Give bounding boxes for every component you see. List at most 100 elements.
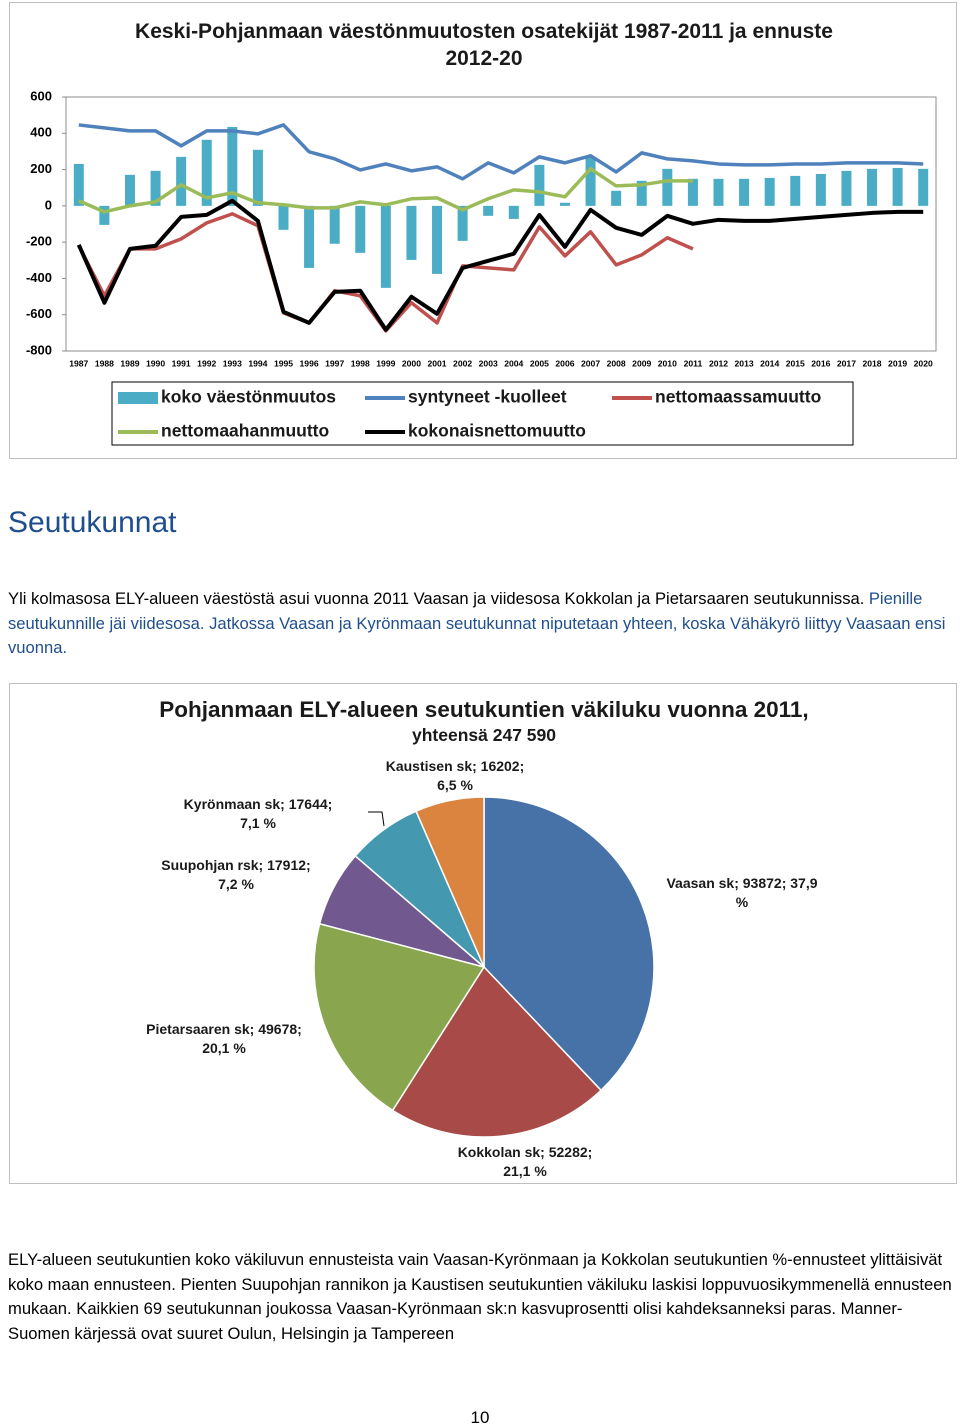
x-tick-label: 2014 bbox=[760, 358, 779, 368]
page-number: 10 bbox=[470, 1408, 490, 1427]
x-tick-label: 1993 bbox=[223, 358, 242, 368]
data-label: Kokkolan sk; 52282; 21,1 % bbox=[457, 1144, 593, 1179]
x-tick-label: 2017 bbox=[837, 358, 856, 368]
x-tick-label: 2006 bbox=[555, 358, 574, 368]
line bbox=[78, 167, 693, 214]
chart-title: Keski-Pohjanmaan väestönmuutosten osatek… bbox=[135, 20, 833, 70]
bar bbox=[432, 205, 443, 274]
chart-frame bbox=[9, 683, 957, 1184]
bar bbox=[150, 170, 161, 206]
bar bbox=[176, 156, 187, 206]
x-tick-label: 1992 bbox=[197, 358, 216, 368]
bar bbox=[764, 177, 775, 206]
y-tick-label: -600 bbox=[26, 306, 52, 321]
x-tick-label: 2002 bbox=[453, 358, 472, 368]
chart-frame bbox=[9, 2, 957, 459]
bar bbox=[559, 202, 570, 206]
bar bbox=[687, 178, 698, 206]
pie-slice bbox=[415, 796, 485, 968]
x-tick-label: 1991 bbox=[172, 358, 191, 368]
x-tick-label: 1989 bbox=[120, 358, 139, 368]
x-tick-label: 1999 bbox=[376, 358, 395, 368]
x-tick-label: 2001 bbox=[427, 358, 446, 368]
bar bbox=[252, 149, 263, 206]
line bbox=[76, 198, 924, 332]
x-tick-label: 2020 bbox=[914, 358, 933, 368]
x-tick-label: 1997 bbox=[325, 358, 344, 368]
legend-label: kokonaisnettomuutto bbox=[408, 421, 586, 441]
data-label: Kaustisen sk; 16202; 6,5 % bbox=[385, 758, 525, 793]
legend-label: syntyneet -kuolleet bbox=[408, 387, 567, 407]
bar bbox=[867, 168, 878, 206]
y-tick-label: 600 bbox=[30, 88, 52, 103]
x-tick-label: 1988 bbox=[95, 358, 114, 368]
text: Yli kolmasosa ELY-alueen väestöstä asui … bbox=[8, 589, 865, 608]
bar bbox=[355, 205, 366, 253]
paragraph: Yli kolmasosa ELY-alueen väestöstä asui … bbox=[8, 587, 953, 661]
x-tick-label: 2018 bbox=[862, 358, 881, 368]
data-label: Vaasan sk; 93872; 37,9 % bbox=[666, 875, 818, 910]
legend-swatch bbox=[118, 392, 158, 404]
pie-slice bbox=[483, 796, 655, 1092]
plot-area bbox=[65, 96, 937, 352]
data-label: Pietarsaaren sk; 49678; 20,1 % bbox=[146, 1021, 302, 1056]
x-tick-label: 2015 bbox=[786, 358, 805, 368]
bar bbox=[662, 168, 673, 206]
bar bbox=[713, 178, 724, 206]
bar bbox=[227, 126, 238, 206]
pie-slice bbox=[391, 965, 603, 1138]
x-tick-label: 2010 bbox=[658, 358, 677, 368]
bar bbox=[457, 205, 468, 241]
bar bbox=[841, 170, 852, 206]
paragraph: ELY-alueen seutukuntien koko väkiluvun e… bbox=[8, 1248, 953, 1346]
legend-label: koko väestönmuutos bbox=[161, 387, 336, 407]
x-tick-label: 2007 bbox=[581, 358, 600, 368]
legend-box bbox=[111, 381, 854, 446]
bar bbox=[483, 205, 494, 216]
bar bbox=[790, 175, 801, 206]
y-tick-label: 0 bbox=[45, 197, 52, 212]
chart-title: Pohjanmaan ELY-alueen seutukuntien väkil… bbox=[159, 697, 809, 722]
x-tick-label: 1994 bbox=[248, 358, 267, 368]
x-tick-label: 2005 bbox=[530, 358, 549, 368]
bar bbox=[201, 139, 212, 206]
legend-label: nettomaahanmuutto bbox=[161, 421, 329, 441]
x-tick-label: 1995 bbox=[274, 358, 293, 368]
text: ELY-alueen seutukuntien koko väkiluvun e… bbox=[8, 1250, 952, 1343]
bar bbox=[73, 163, 84, 206]
line bbox=[78, 123, 924, 181]
bar bbox=[380, 205, 391, 288]
bar bbox=[124, 174, 135, 206]
bar bbox=[329, 205, 340, 244]
x-tick-label: 2008 bbox=[607, 358, 626, 368]
y-tick-label: -200 bbox=[26, 234, 52, 249]
x-tick-label: 1987 bbox=[69, 358, 88, 368]
x-tick-label: 2009 bbox=[632, 358, 651, 368]
x-tick-label: 1998 bbox=[351, 358, 370, 368]
x-tick-label: 1990 bbox=[146, 358, 165, 368]
x-tick-label: 2019 bbox=[888, 358, 907, 368]
y-tick-label: -800 bbox=[26, 342, 52, 357]
bar bbox=[99, 205, 110, 225]
chart-subtitle: yhteensä 247 590 bbox=[412, 725, 556, 745]
text: Pienille seutukunnille jäi viidesosa. Ja… bbox=[8, 589, 946, 657]
pie-slice bbox=[313, 922, 486, 1112]
y-tick-label: 400 bbox=[30, 125, 52, 140]
bar bbox=[585, 156, 596, 206]
bar bbox=[406, 205, 417, 260]
bar bbox=[815, 173, 826, 206]
y-tick-label: -400 bbox=[26, 270, 52, 285]
x-tick-label: 1996 bbox=[300, 358, 319, 368]
bar bbox=[611, 190, 622, 206]
x-tick-label: 2011 bbox=[684, 358, 703, 368]
x-tick-label: 2000 bbox=[402, 358, 421, 368]
bar bbox=[918, 168, 929, 206]
bar bbox=[739, 178, 750, 206]
bar bbox=[636, 180, 647, 206]
x-tick-label: 2004 bbox=[504, 358, 523, 368]
bar bbox=[508, 205, 519, 219]
bar bbox=[278, 205, 289, 230]
data-label: Kyrönmaan sk; 17644; 7,1 % bbox=[183, 796, 333, 831]
